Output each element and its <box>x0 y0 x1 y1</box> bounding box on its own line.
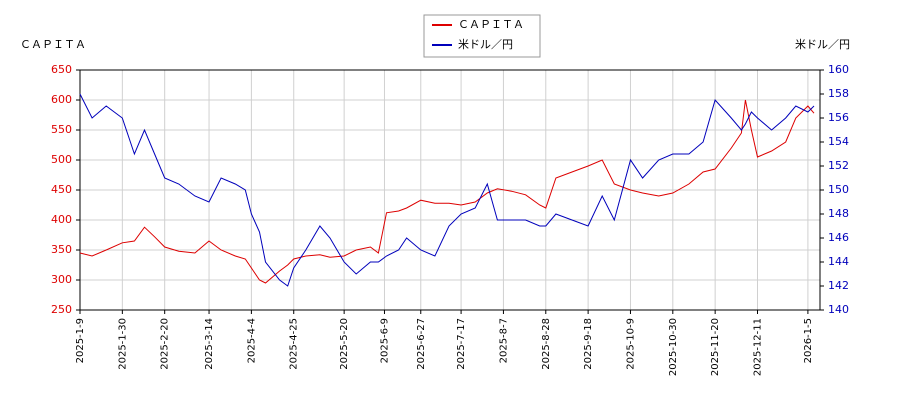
x-tick-label: 2025-10-9 <box>625 318 636 370</box>
y-tick-label: 550 <box>51 123 72 136</box>
y-tick-label: 250 <box>51 303 72 316</box>
y-axis-label: ＣＡＰＩＴＡ <box>20 38 86 51</box>
x-tick-label: 2025-5-20 <box>339 318 350 370</box>
plot-frame <box>79 69 821 311</box>
legend-label: 米ドル／円 <box>458 38 513 51</box>
x-tick-label: 2025-4-4 <box>246 318 257 363</box>
y-tick-label: 300 <box>51 273 72 286</box>
x-tick-label: 2025-9-18 <box>583 318 594 370</box>
x-tick-label: 2025-6-9 <box>379 318 390 363</box>
y-tick-label: 650 <box>51 63 72 76</box>
y2-tick-label: 144 <box>828 255 849 268</box>
y2-tick-label: 146 <box>828 231 849 244</box>
x-tick-label: 2025-2-20 <box>160 318 171 370</box>
x-tick-label: 2026-1-5 <box>803 318 814 363</box>
series-line <box>79 93 815 287</box>
x-tick-label: 2025-6-27 <box>416 318 427 370</box>
y-tick-label: 600 <box>51 93 72 106</box>
x-tick-label: 2025-8-28 <box>541 318 552 370</box>
y-tick-label: 350 <box>51 243 72 256</box>
x-tick-label: 2025-4-25 <box>289 318 300 370</box>
x-tick-label: 2025-12-11 <box>752 318 763 376</box>
y2-tick-label: 150 <box>828 183 849 196</box>
y2-axis-label: 米ドル／円 <box>795 38 850 51</box>
y2-tick-label: 156 <box>828 111 849 124</box>
y2-tick-label: 154 <box>828 135 849 148</box>
x-tick-label: 2025-7-17 <box>456 318 467 370</box>
x-tick-label: 2025-8-7 <box>498 318 509 363</box>
y2-tick-label: 152 <box>828 159 849 172</box>
x-tick-label: 2025-1-9 <box>75 318 86 363</box>
series-line <box>79 99 815 284</box>
y2-tick-label: 160 <box>828 63 849 76</box>
x-tick-label: 2025-3-14 <box>204 318 215 370</box>
y-tick-label: 450 <box>51 183 72 196</box>
y2-tick-label: 142 <box>828 279 849 292</box>
y-tick-label: 500 <box>51 153 72 166</box>
y2-tick-label: 158 <box>828 87 849 100</box>
legend-label: ＣＡＰＩＴＡ <box>458 18 524 31</box>
y-tick-label: 400 <box>51 213 72 226</box>
y2-tick-label: 140 <box>828 303 849 316</box>
x-tick-label: 2025-11-20 <box>710 318 721 376</box>
y2-tick-label: 148 <box>828 207 849 220</box>
legend-box <box>423 14 541 58</box>
x-tick-label: 2025-1-30 <box>117 318 128 370</box>
x-tick-label: 2025-10-30 <box>668 318 679 376</box>
